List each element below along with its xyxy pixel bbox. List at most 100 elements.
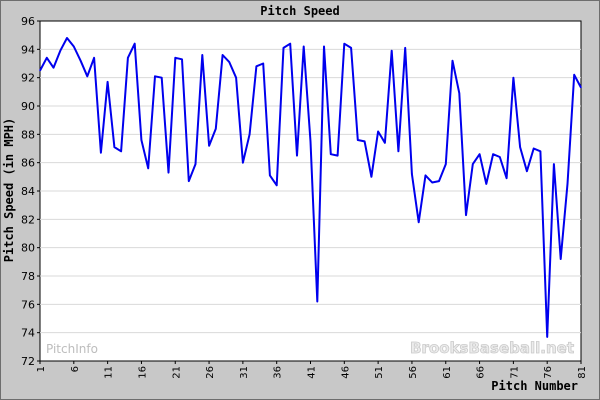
data-point	[107, 81, 109, 83]
data-point	[438, 180, 440, 182]
data-point	[93, 57, 95, 59]
data-point	[546, 336, 548, 338]
grid-lines	[40, 48, 581, 334]
data-point	[350, 47, 352, 49]
data-point	[208, 145, 210, 147]
data-point	[343, 43, 345, 45]
data-point	[411, 173, 413, 175]
y-tick-label: 78	[21, 270, 35, 283]
pitchinfo-watermark: PitchInfo	[46, 342, 98, 356]
data-point	[553, 163, 555, 165]
data-point	[39, 69, 41, 72]
x-tick-label: 41	[307, 366, 318, 379]
x-axis-label: Pitch Number	[491, 379, 578, 393]
x-tick-label: 21	[171, 366, 182, 379]
data-point	[127, 57, 129, 59]
data-point	[397, 150, 400, 152]
x-tick-label: 61	[442, 366, 453, 379]
data-point	[242, 162, 244, 164]
x-tick-label: 51	[374, 366, 385, 379]
data-point	[526, 170, 528, 172]
data-point	[384, 142, 386, 144]
data-point	[539, 150, 542, 152]
data-point	[424, 174, 427, 177]
data-point	[79, 60, 82, 62]
y-tick-label: 88	[21, 128, 35, 141]
data-point	[282, 47, 285, 49]
data-point	[431, 181, 433, 184]
data-point	[147, 167, 149, 169]
data-point	[364, 140, 366, 143]
data-point	[73, 45, 75, 48]
x-tick-label: 56	[408, 366, 419, 379]
data-point	[113, 146, 115, 148]
data-point	[289, 43, 291, 45]
y-tick-label: 82	[21, 213, 35, 226]
data-point	[46, 57, 48, 59]
data-point	[167, 171, 170, 174]
y-tick-label: 80	[21, 242, 35, 255]
y-tick-label: 96	[21, 15, 35, 28]
data-point	[154, 75, 156, 77]
data-point	[573, 74, 575, 76]
data-point	[134, 43, 136, 45]
data-point	[323, 45, 325, 48]
data-point	[580, 86, 582, 89]
data-point	[201, 54, 203, 56]
data-point	[370, 176, 372, 178]
data-point	[472, 163, 474, 165]
x-tick-label: 31	[239, 366, 250, 379]
data-point	[120, 150, 122, 152]
data-point	[499, 156, 501, 158]
data-point	[377, 130, 379, 133]
x-tick-label: 1	[36, 366, 47, 372]
y-tick-label: 86	[21, 157, 35, 170]
data-point	[404, 47, 406, 49]
data-point	[100, 152, 102, 154]
x-axis-ticks: 1 6 11 16 21 26 31 36 41 46 51 56 61 66 71 76 81	[36, 361, 588, 379]
data-point	[188, 180, 190, 182]
data-point	[59, 50, 61, 52]
y-tick-label: 72	[21, 355, 35, 368]
data-point	[560, 258, 562, 260]
data-point	[276, 184, 278, 186]
x-tick-label: 36	[273, 366, 284, 379]
data-point	[485, 183, 487, 185]
x-tick-label: 46	[340, 366, 351, 379]
watermarks: PitchInfo BrooksBaseball.net	[46, 339, 574, 358]
data-point	[336, 154, 339, 157]
data-point	[296, 154, 298, 157]
y-tick-label: 84	[21, 185, 35, 198]
data-point	[445, 163, 447, 165]
y-axis-ticks: 72 74 76 78 80 82 84 86 88 90 92 94 96	[21, 15, 40, 368]
data-point	[303, 45, 305, 48]
x-tick-label: 66	[476, 366, 487, 379]
data-point	[228, 61, 230, 63]
data-point	[506, 177, 508, 179]
y-axis-label: Pitch Speed (in MPH)	[2, 118, 16, 263]
data-point	[221, 54, 224, 56]
x-tick-label: 71	[509, 366, 520, 379]
x-tick-label: 6	[70, 366, 81, 372]
data-point	[194, 163, 197, 165]
data-point	[512, 77, 514, 79]
brooksbaseball-watermark: BrooksBaseball.net	[410, 339, 574, 357]
data-point	[316, 300, 318, 303]
data-point	[533, 147, 535, 150]
data-point	[566, 183, 569, 185]
series-group	[39, 37, 582, 338]
x-tick-label: 76	[543, 366, 554, 379]
x-tick-label: 26	[205, 366, 216, 379]
data-point	[262, 62, 264, 65]
y-tick-label: 90	[21, 100, 35, 113]
data-point	[478, 153, 481, 155]
y-tick-label: 74	[21, 327, 35, 340]
data-point	[465, 214, 467, 216]
data-point	[418, 221, 420, 223]
data-point	[140, 139, 143, 141]
data-point	[86, 75, 88, 77]
y-tick-label: 76	[21, 298, 35, 311]
data-point	[215, 128, 217, 130]
data-point	[174, 57, 176, 59]
